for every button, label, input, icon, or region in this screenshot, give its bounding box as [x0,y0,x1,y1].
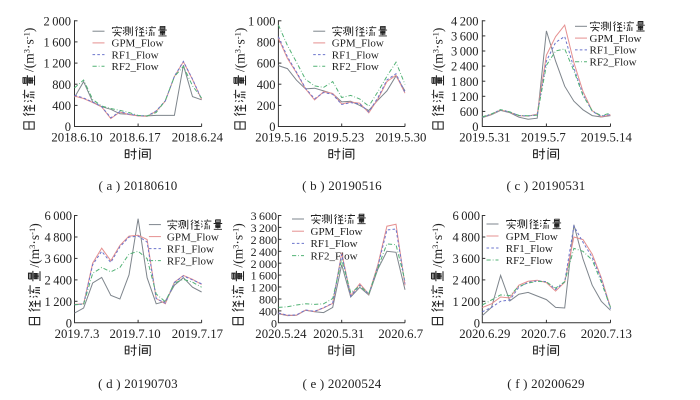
svg-text:RF1_Flow: RF1_Flow [590,45,637,57]
svg-text:0: 0 [66,316,72,330]
svg-text:RF1_Flow: RF1_Flow [167,243,214,255]
svg-text:GPM_Flow: GPM_Flow [332,38,384,50]
svg-text:2 400: 2 400 [452,274,480,288]
svg-text:600: 600 [460,105,479,119]
svg-text:4 200: 4 200 [451,14,479,28]
svg-text:1 600: 1 600 [251,269,277,283]
svg-text:2 400: 2 400 [451,60,479,74]
svg-text:0: 0 [474,316,480,330]
svg-text:GPM_Flow: GPM_Flow [590,33,642,45]
svg-text:2019.5.7: 2019.5.7 [521,131,566,145]
svg-text:GPM_Flow: GPM_Flow [506,231,558,243]
svg-text:RF2_Flow: RF2_Flow [332,61,379,73]
svg-text:RF1_Flow: RF1_Flow [506,243,553,255]
svg-text:GPM_Flow: GPM_Flow [167,231,219,243]
svg-text:2019.7.17: 2019.7.17 [172,327,224,341]
svg-text:( c ) 20190531: ( c ) 20190531 [507,178,586,193]
svg-text:2019.5.23: 2019.5.23 [313,131,364,145]
svg-text:2019.7.10: 2019.7.10 [110,327,161,341]
svg-text:1 200: 1 200 [452,295,480,309]
svg-text:800: 800 [259,293,277,307]
svg-text:2020.5.31: 2020.5.31 [313,327,364,341]
svg-text:1 200: 1 200 [251,281,277,295]
svg-text:( f ) 20200629: ( f ) 20200629 [507,376,585,391]
svg-text:3 600: 3 600 [251,209,277,223]
svg-text:RF2_Flow: RF2_Flow [112,61,159,73]
svg-text:1 600: 1 600 [43,36,71,50]
svg-text:2020.7.13: 2020.7.13 [581,327,632,341]
svg-text:2 000: 2 000 [43,14,71,28]
svg-text:1 200: 1 200 [451,90,479,104]
svg-text:RF1_Flow: RF1_Flow [311,238,358,250]
svg-text:3 000: 3 000 [451,45,479,59]
svg-text:2018.6.24: 2018.6.24 [172,131,224,145]
svg-text:RF2_Flow: RF2_Flow [311,250,358,262]
svg-text:( d ) 20190703: ( d ) 20190703 [98,376,178,391]
svg-text:2019.5.14: 2019.5.14 [581,131,633,145]
svg-text:2020.6.29: 2020.6.29 [459,327,510,341]
svg-text:800: 800 [257,36,276,50]
svg-text:6 000: 6 000 [44,209,72,223]
svg-text:2019.5.31: 2019.5.31 [459,131,510,145]
svg-text:2 400: 2 400 [251,245,277,259]
svg-text:2018.6.17: 2018.6.17 [110,131,162,145]
svg-text:GPM_Flow: GPM_Flow [112,38,164,50]
svg-text:GPM_Flow: GPM_Flow [311,226,363,238]
svg-text:4 800: 4 800 [44,231,72,245]
svg-text:6 000: 6 000 [452,209,480,223]
svg-text:3 200: 3 200 [251,221,277,235]
svg-text:3 600: 3 600 [452,252,480,266]
svg-text:3 600: 3 600 [44,252,72,266]
svg-text:0: 0 [472,120,478,134]
svg-text:2019.5.16: 2019.5.16 [255,131,307,145]
svg-text:2 800: 2 800 [251,233,277,247]
svg-text:400: 400 [259,305,277,319]
svg-text:800: 800 [52,78,71,92]
svg-text:2018.6.10: 2018.6.10 [51,131,102,145]
svg-text:200: 200 [257,99,276,113]
svg-text:2 000: 2 000 [251,257,277,271]
svg-text:( e ) 20200524: ( e ) 20200524 [303,376,382,391]
svg-text:( b ) 20190516: ( b ) 20190516 [302,178,382,193]
svg-text:0: 0 [65,120,71,134]
svg-text:RF1_Flow: RF1_Flow [332,49,379,61]
svg-text:( a ) 20180610: ( a ) 20180610 [99,178,178,193]
svg-text:RF2_Flow: RF2_Flow [167,255,214,267]
svg-text:2020.5.24: 2020.5.24 [255,327,307,341]
svg-text:1 000: 1 000 [248,14,276,28]
svg-text:3 600: 3 600 [451,30,479,44]
svg-text:1 200: 1 200 [43,57,71,71]
svg-text:RF2_Flow: RF2_Flow [506,255,553,267]
svg-text:RF1_Flow: RF1_Flow [112,49,159,61]
svg-text:RF2_Flow: RF2_Flow [590,57,637,69]
svg-text:2019.7.3: 2019.7.3 [55,327,100,341]
svg-text:1 200: 1 200 [44,295,72,309]
svg-text:400: 400 [257,78,276,92]
svg-text:4 800: 4 800 [452,231,480,245]
svg-text:1 800: 1 800 [451,75,479,89]
svg-text:2020.6.7: 2020.6.7 [378,327,423,341]
svg-text:2020.7.6: 2020.7.6 [521,327,566,341]
svg-text:2 400: 2 400 [44,274,72,288]
svg-text:2019.5.30: 2019.5.30 [375,131,426,145]
svg-text:0: 0 [271,316,277,330]
svg-text:0: 0 [269,120,275,134]
svg-text:600: 600 [257,57,276,71]
svg-text:400: 400 [52,99,71,113]
